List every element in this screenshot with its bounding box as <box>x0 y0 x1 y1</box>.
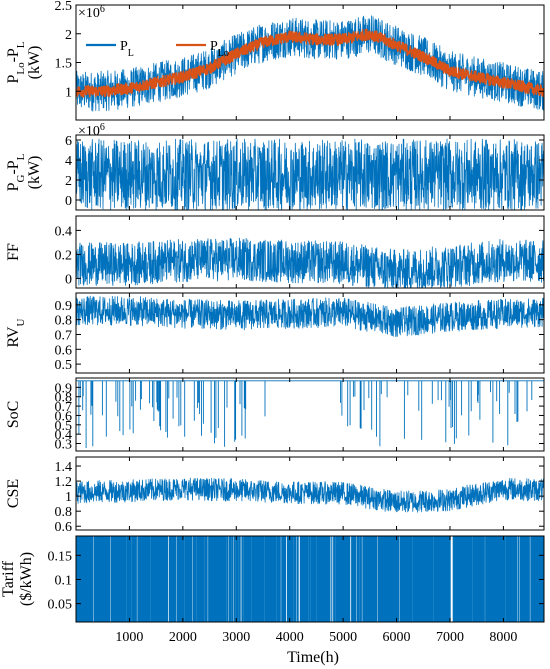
soc-panel: 0.30.40.50.60.70.80.9 SoC <box>5 377 545 453</box>
panel-frame <box>75 456 545 531</box>
rvu-panel: 0.50.60.70.80.9 RVU <box>5 292 545 374</box>
panel-frame <box>75 134 545 211</box>
x-tick-label: 2000 <box>169 630 197 645</box>
y-tick-label: 1.5 <box>55 57 73 72</box>
x-tick-label: 6000 <box>383 630 411 645</box>
x-tick-label: 4000 <box>276 630 304 645</box>
x-tick-label: 1000 <box>115 630 143 645</box>
plot-area <box>76 295 544 337</box>
load-panel: 1 1.5 2 2.5 ×106 PLo-PL(kW) PL PLo <box>5 0 545 121</box>
y-tick-label: 0.6 <box>55 409 73 424</box>
legend: PL PLo <box>86 39 229 59</box>
series-line <box>76 15 544 112</box>
panel-frame <box>75 215 545 289</box>
y-tick-label: 1 <box>65 85 72 100</box>
x-tick-label: 8000 <box>489 630 517 645</box>
cse-panel: 0.60.811.21.4 CSE <box>5 456 545 535</box>
series-line <box>76 237 544 288</box>
x-tick-label: 7000 <box>436 630 464 645</box>
y-tick-label: 1.2 <box>55 475 73 490</box>
y-tick-label: 0 <box>65 272 72 287</box>
y-tick-label: 0.4 <box>55 224 73 239</box>
x-axis-label: Time(h) <box>287 649 339 666</box>
x-tick-label: 5000 <box>329 630 357 645</box>
y-tick-label: 0.9 <box>55 381 73 396</box>
series-line <box>76 138 544 210</box>
y-tick-label: 0.15 <box>48 549 73 564</box>
y-tick-label: 1 <box>65 490 72 505</box>
y-axis-label: Tariff($/kWh) <box>0 552 35 606</box>
y-tick-label: 4 <box>65 154 72 169</box>
y-axis-label: RVU <box>5 319 27 348</box>
series-line <box>76 380 544 448</box>
panel-frame <box>75 292 545 374</box>
y-tick-label: 0.6 <box>55 520 73 535</box>
y-tick-label: 0.2 <box>55 248 73 263</box>
plot-area <box>76 536 544 622</box>
y-tick-label: 0.7 <box>55 328 73 343</box>
y-axis-label: CSE <box>5 479 22 508</box>
legend-label: PLo <box>210 39 229 59</box>
legend-label: PL <box>120 39 134 59</box>
y-axis-label: FF <box>5 243 22 261</box>
plot-area <box>76 15 544 112</box>
series-line <box>76 28 544 98</box>
y-tick-label: 0.8 <box>55 314 73 329</box>
panels: 1 1.5 2 2.5 ×106 PLo-PL(kW) PL PLo 0 2 4 6 ×106 PG-PL… <box>0 0 545 623</box>
tariff-panel: 0.05 0.1 0.15 Tariff($/kWh) <box>0 535 545 623</box>
y-axis-label: PG-PL(kW) <box>5 153 43 191</box>
plot-area <box>76 237 544 288</box>
x-axis: 1000 2000 3000 4000 5000 6000 7000 8000 <box>115 630 517 645</box>
y-tick-label: 0.4 <box>55 428 73 443</box>
y-axis-label: SoC <box>5 401 22 429</box>
series-line <box>76 477 544 513</box>
plot-area <box>76 138 544 210</box>
y-tick-label: 0.9 <box>55 299 73 314</box>
y-tick-label: 0.8 <box>55 505 73 520</box>
panel-frame <box>75 377 545 452</box>
y-tick-label: 0.8 <box>55 391 73 406</box>
y-tick-label: 1.4 <box>55 460 73 475</box>
y-tick-label: 2 <box>65 174 72 189</box>
y-tick-label: 0.3 <box>55 438 73 453</box>
y-tick-label: 0.5 <box>55 358 73 373</box>
y-tick-label: 2.5 <box>55 0 73 14</box>
y-tick-label: 0.5 <box>55 419 73 434</box>
series-line <box>76 536 544 622</box>
ff-panel: 0 0.2 0.4 FF <box>5 215 545 289</box>
y-tick-label: 0.1 <box>55 573 73 588</box>
series-line <box>76 295 544 337</box>
y-tick-label: 0 <box>65 194 72 209</box>
y-exponent: ×106 <box>78 4 105 22</box>
plot-area <box>76 380 544 448</box>
y-tick-label: 0.6 <box>55 343 73 358</box>
plot-area <box>76 477 544 513</box>
y-exponent: ×106 <box>78 122 105 140</box>
x-tick-label: 3000 <box>222 630 250 645</box>
y-tick-label: 0.05 <box>48 598 73 613</box>
y-tick-label: 6 <box>65 134 72 149</box>
y-tick-label: 2 <box>65 28 72 43</box>
y-axis-label: PLo-PL(kW) <box>5 41 43 83</box>
y-tick-label: 0.7 <box>55 400 73 415</box>
gen-minus-load-panel: 0 2 4 6 ×106 PG-PL(kW) <box>5 122 545 211</box>
